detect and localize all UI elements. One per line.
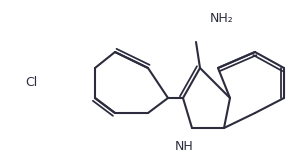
Text: Cl: Cl [26,76,38,89]
Text: NH₂: NH₂ [210,12,234,25]
Text: NH: NH [175,140,193,153]
